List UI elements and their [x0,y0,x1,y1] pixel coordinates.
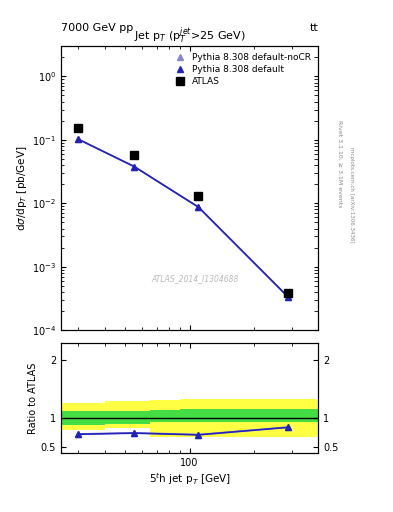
ATLAS [75,125,80,131]
Pythia 8.308 default-noCR [75,136,80,142]
ATLAS [286,290,291,296]
Line: Pythia 8.308 default-noCR: Pythia 8.308 default-noCR [74,136,292,301]
Pythia 8.308 default-noCR [132,163,136,169]
Pythia 8.308 default [132,163,136,169]
Text: tt: tt [310,23,318,33]
Pythia 8.308 default-noCR [196,204,201,210]
Pythia 8.308 default [75,136,80,142]
X-axis label: 5$^{t}$h jet p$_{T}$ [GeV]: 5$^{t}$h jet p$_{T}$ [GeV] [149,471,231,486]
ATLAS [132,152,136,158]
Text: ATLAS_2014_I1304688: ATLAS_2014_I1304688 [151,274,239,284]
Text: Rivet 3.1.10, ≥ 3.1M events: Rivet 3.1.10, ≥ 3.1M events [338,120,342,207]
Title: Jet p$_{T}$ (p$_{T}^{jet}$>25 GeV): Jet p$_{T}$ (p$_{T}^{jet}$>25 GeV) [134,25,246,46]
Pythia 8.308 default [286,294,291,301]
Text: 7000 GeV pp: 7000 GeV pp [61,23,133,33]
ATLAS [196,193,201,199]
Pythia 8.308 default-noCR [286,294,291,301]
Y-axis label: Ratio to ATLAS: Ratio to ATLAS [28,362,38,434]
Line: Pythia 8.308 default: Pythia 8.308 default [74,136,292,301]
Y-axis label: d$\sigma$/dp$_T$ [pb/GeV]: d$\sigma$/dp$_T$ [pb/GeV] [15,145,29,231]
Pythia 8.308 default [196,204,201,210]
Text: mcplots.cern.ch [arXiv:1306.3436]: mcplots.cern.ch [arXiv:1306.3436] [349,147,354,242]
Line: ATLAS: ATLAS [73,123,293,297]
Legend: Pythia 8.308 default-noCR, Pythia 8.308 default, ATLAS: Pythia 8.308 default-noCR, Pythia 8.308 … [169,51,314,89]
